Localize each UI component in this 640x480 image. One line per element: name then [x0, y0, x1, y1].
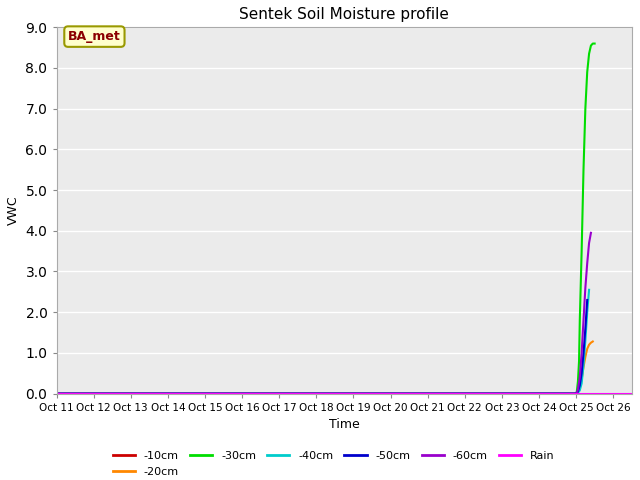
Y-axis label: VWC: VWC — [7, 196, 20, 225]
Title: Sentek Soil Moisture profile: Sentek Soil Moisture profile — [239, 7, 449, 22]
X-axis label: Time: Time — [329, 418, 360, 431]
Legend: -10cm, -20cm, -30cm, -40cm, -50cm, -60cm, Rain: -10cm, -20cm, -30cm, -40cm, -50cm, -60cm… — [108, 447, 559, 480]
Text: BA_met: BA_met — [68, 30, 121, 43]
